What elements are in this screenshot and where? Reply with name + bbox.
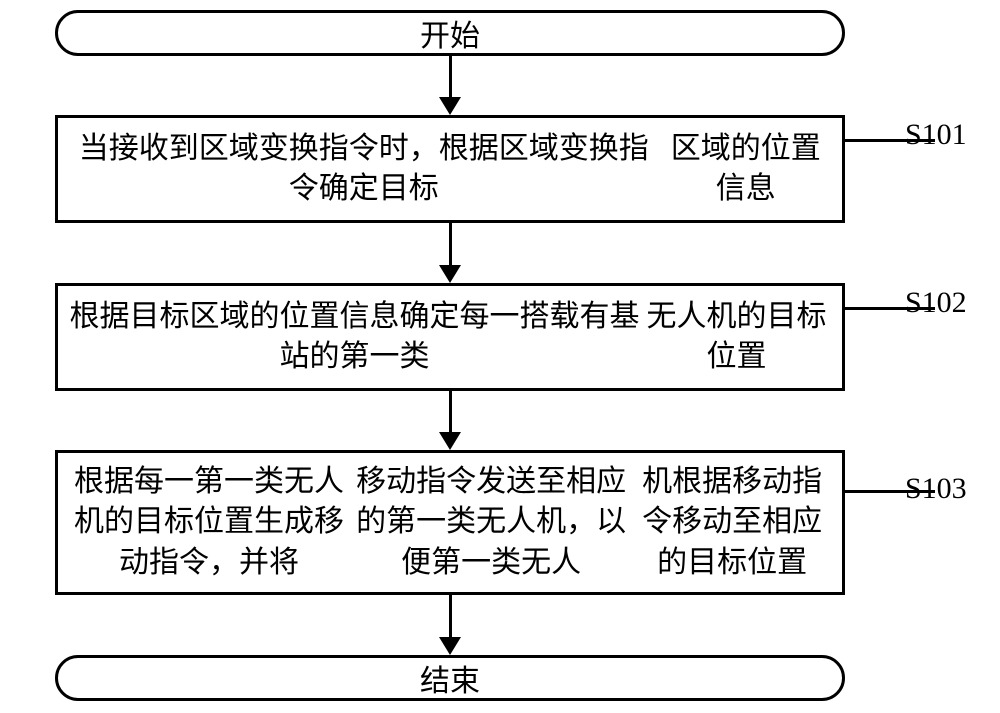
arrow-line-0	[449, 56, 452, 97]
step-label-S101: S101	[905, 118, 967, 152]
terminator-start: 开始	[55, 10, 845, 56]
arrow-head-2	[439, 432, 461, 450]
arrow-head-0	[439, 97, 461, 115]
process-S102: 根据目标区域的位置信息确定每一搭载有基站的第一类无人机的目标位置	[55, 283, 845, 391]
arrow-line-2	[449, 391, 452, 432]
process-S101: 当接收到区域变换指令时，根据区域变换指令确定目标区域的位置信息	[55, 115, 845, 223]
arrow-head-3	[439, 637, 461, 655]
arrow-head-1	[439, 265, 461, 283]
process-S103: 根据每一第一类无人机的目标位置生成移动指令，并将移动指令发送至相应的第一类无人机…	[55, 450, 845, 595]
arrow-line-3	[449, 595, 452, 637]
step-label-S102: S102	[905, 286, 967, 320]
terminator-end: 结束	[55, 655, 845, 701]
step-label-S103: S103	[905, 472, 967, 506]
flowchart-canvas: 开始结束 当接收到区域变换指令时，根据区域变换指令确定目标区域的位置信息 S101 根…	[0, 0, 1000, 713]
arrow-line-1	[449, 223, 452, 265]
